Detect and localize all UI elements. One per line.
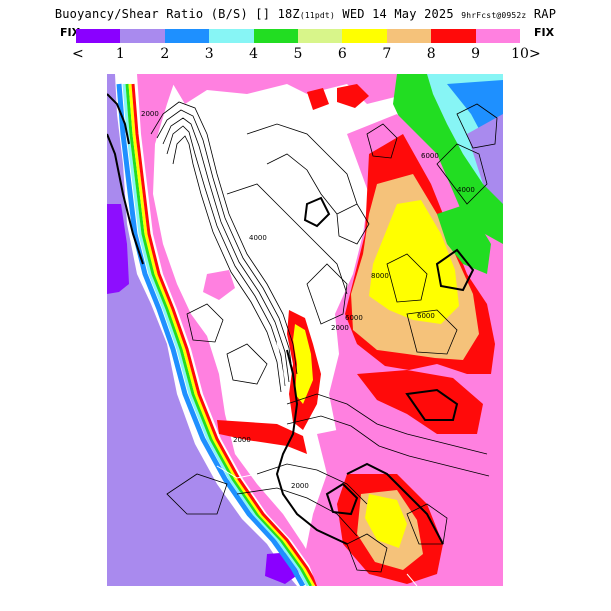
color-scale-tick-label: 6 <box>337 46 347 62</box>
ocean-deep-strip <box>107 204 129 294</box>
fix-left-button[interactable]: FIX <box>60 26 81 39</box>
color-scale-swatch <box>164 29 210 43</box>
color-scale-tick-label: 9 <box>471 46 481 62</box>
color-scale-tick-label: 2 <box>160 46 170 62</box>
fix-right-button[interactable]: FIX <box>534 26 555 39</box>
color-scale-tick-label: 7 <box>382 46 392 62</box>
contour-lines <box>150 101 498 573</box>
title-main: Buoyancy/Shear Ratio (B/S) [] 18Z <box>54 7 300 21</box>
color-scale-swatch <box>120 29 165 43</box>
thick-contours <box>107 93 475 545</box>
east-green-streak <box>437 204 491 274</box>
river-lines <box>216 341 418 586</box>
coastal-band-pink <box>137 74 321 586</box>
contour-label: 4000 <box>457 186 475 194</box>
color-scale-tick-label: 3 <box>204 46 214 62</box>
valley-yellow-streak <box>293 324 313 404</box>
plot-title: Buoyancy/Shear Ratio (B/S) [] 18Z(11pdt)… <box>0 7 611 21</box>
coastal-band-green <box>125 83 313 586</box>
color-scale-tick-label: 1 <box>115 46 125 62</box>
contour-label: 4000 <box>249 234 267 242</box>
contour-label: 2000 <box>291 482 309 490</box>
color-scale-swatch <box>342 29 387 43</box>
north-red-patch <box>337 84 369 108</box>
title-model: RAP <box>533 7 557 21</box>
ocean-area <box>107 74 297 586</box>
southeast-yellow <box>365 494 407 548</box>
map-panel: 2000 4000 6000 8000 6000 2000 2000 6000 … <box>107 74 503 586</box>
contour-label: 6000 <box>417 312 435 320</box>
color-scale-tick-label: 5 <box>293 46 303 62</box>
color-scale-swatch <box>209 29 254 43</box>
color-scale-swatch <box>76 29 121 43</box>
valley-pink-blotch <box>203 270 235 300</box>
color-scale-swatch <box>253 29 299 43</box>
coastal-band-blue <box>116 83 306 586</box>
color-scale-swatch <box>298 29 343 43</box>
east-red-band <box>357 370 483 434</box>
color-scale-tick-label: 8 <box>426 46 436 62</box>
coastal-band-yellow <box>128 83 316 586</box>
contour-label: 6000 <box>345 314 363 322</box>
color-scale-swatch <box>386 29 432 43</box>
north-red-patch-2 <box>307 88 329 110</box>
contour-label: 2000 <box>331 324 349 332</box>
title-forecast: 9hrFcst@0952z <box>461 11 527 20</box>
color-scale-tick-label: 10 <box>511 46 529 62</box>
map-svg: 2000 4000 6000 8000 6000 2000 2000 6000 … <box>107 74 503 586</box>
color-scale-bar <box>76 29 521 43</box>
title-date: WED 14 May 2025 <box>342 7 454 21</box>
contour-label: 2000 <box>141 110 159 118</box>
color-scale-swatch <box>431 29 476 43</box>
contour-label: 2000 <box>233 436 251 444</box>
previous-arrow[interactable]: < <box>72 46 84 62</box>
northeast-violet <box>467 114 503 204</box>
contour-label: 6000 <box>421 152 439 160</box>
southeast-red-streak <box>217 420 307 454</box>
title-run: (11pdt) <box>299 11 335 20</box>
next-arrow[interactable]: > <box>529 46 541 62</box>
coastal-band-cyan <box>122 83 310 586</box>
coastal-band-red <box>131 83 319 586</box>
color-scale-swatch <box>475 29 521 43</box>
color-scale-tick-label: 4 <box>249 46 259 62</box>
east-yellow-area <box>369 200 459 324</box>
contour-label: 8000 <box>371 272 389 280</box>
